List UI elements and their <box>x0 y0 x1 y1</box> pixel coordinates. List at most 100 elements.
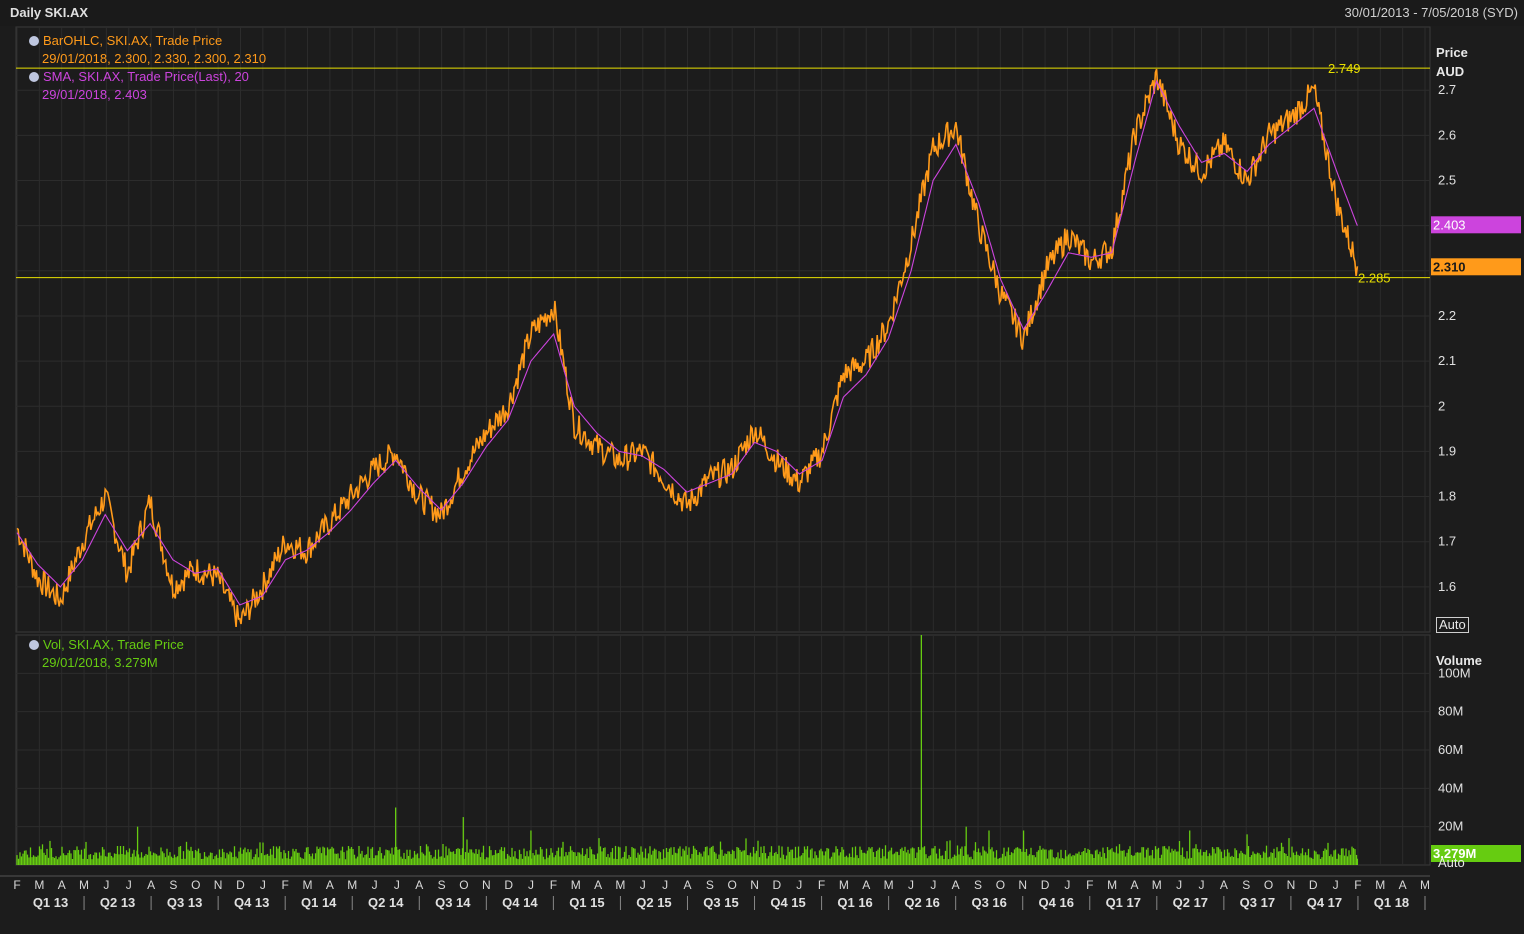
x-tick-month: J <box>662 878 668 892</box>
x-tick-month: F <box>1354 878 1361 892</box>
x-tick-month: F <box>550 878 557 892</box>
x-tick-quarter: Q1 15 <box>569 895 604 910</box>
x-tick-month: J <box>908 878 914 892</box>
price-tick-label: 1.8 <box>1438 489 1456 504</box>
price-tick-label: 2 <box>1438 398 1445 413</box>
x-tick-month: A <box>147 878 155 892</box>
x-tick-month: O <box>459 878 468 892</box>
volume-series-label: Vol, SKI.AX, Trade Price <box>43 637 184 652</box>
x-tick-month: S <box>169 878 177 892</box>
x-tick-month: M <box>615 878 625 892</box>
price-tick-label: 2.5 <box>1438 173 1456 188</box>
x-tick-quarter: Q3 17 <box>1240 895 1275 910</box>
x-tick-month: F <box>282 878 289 892</box>
x-tick-month: J <box>930 878 936 892</box>
x-tick-month: A <box>1399 878 1407 892</box>
x-tick-month: J <box>1333 878 1339 892</box>
x-tick-month: D <box>1041 878 1050 892</box>
x-tick-month: M <box>1420 878 1430 892</box>
x-tick-month: J <box>103 878 109 892</box>
price-series-line <box>16 68 1359 627</box>
x-tick-quarter: Q1 17 <box>1106 895 1141 910</box>
x-tick-quarter: Q3 15 <box>703 895 738 910</box>
volume-tick-label: 100M <box>1438 665 1471 680</box>
sma-last-value-box <box>1431 216 1521 234</box>
price-last-value-box <box>1431 258 1521 276</box>
legend-toggle-icon[interactable] <box>29 36 39 46</box>
sma-last-value: 2.403 <box>1433 217 1466 232</box>
x-tick-month: D <box>773 878 782 892</box>
x-tick-month: J <box>796 878 802 892</box>
volume-last-value-box <box>1431 845 1521 862</box>
x-tick-quarter: Q1 13 <box>33 895 68 910</box>
x-tick-quarter: Q4 15 <box>770 895 805 910</box>
chart-header: Daily SKI.AX 30/01/2013 - 7/05/2018 (SYD… <box>0 0 1524 26</box>
x-tick-month: M <box>1107 878 1117 892</box>
reference-line-label: 2.285 <box>1358 271 1391 286</box>
volume-last-value: 3.279M <box>1433 846 1476 861</box>
x-tick-month: J <box>394 878 400 892</box>
x-tick-month: M <box>1375 878 1385 892</box>
volume-auto-scale-button[interactable]: Auto <box>1438 855 1465 870</box>
volume-tick-label: 80M <box>1438 704 1463 719</box>
price-tick-label: 2.2 <box>1438 308 1456 323</box>
price-tick-label: 2.7 <box>1438 82 1456 97</box>
price-auto-scale-button[interactable]: Auto <box>1436 617 1469 633</box>
x-tick-month: J <box>260 878 266 892</box>
x-tick-month: M <box>1152 878 1162 892</box>
x-tick-quarter: Q2 14 <box>368 895 404 910</box>
x-tick-month: M <box>571 878 581 892</box>
x-tick-month: J <box>528 878 534 892</box>
x-tick-month: M <box>347 878 357 892</box>
x-tick-month: M <box>884 878 894 892</box>
x-tick-quarter: Q4 14 <box>502 895 538 910</box>
legend-toggle-icon[interactable] <box>29 72 39 82</box>
x-tick-month: A <box>1130 878 1138 892</box>
x-tick-month: A <box>58 878 66 892</box>
x-tick-month: A <box>415 878 423 892</box>
x-tick-quarter: Q1 14 <box>301 895 337 910</box>
price-panel <box>15 26 1431 633</box>
x-tick-month: N <box>1018 878 1027 892</box>
volume-series-values: 29/01/2018, 3.279M <box>42 655 158 670</box>
x-tick-month: S <box>438 878 446 892</box>
x-tick-quarter: Q2 13 <box>100 895 135 910</box>
x-tick-month: J <box>1199 878 1205 892</box>
price-axis-label: Price <box>1436 45 1468 60</box>
date-range: 30/01/2013 - 7/05/2018 (SYD) <box>1344 5 1518 20</box>
reference-line-label: 2.749 <box>1328 61 1361 76</box>
x-tick-month: O <box>728 878 737 892</box>
x-tick-month: D <box>1309 878 1318 892</box>
x-tick-month: O <box>1264 878 1273 892</box>
x-tick-month: D <box>504 878 513 892</box>
x-tick-month: D <box>236 878 245 892</box>
x-tick-month: A <box>594 878 602 892</box>
x-tick-quarter: Q2 17 <box>1173 895 1208 910</box>
x-tick-month: A <box>952 878 960 892</box>
x-tick-month: F <box>818 878 825 892</box>
x-tick-month: N <box>1287 878 1296 892</box>
x-tick-month: F <box>13 878 20 892</box>
x-tick-month: J <box>1176 878 1182 892</box>
legend-toggle-icon[interactable] <box>29 640 39 650</box>
volume-axis-label: Volume <box>1436 653 1482 668</box>
x-tick-month: O <box>191 878 200 892</box>
x-tick-month: J <box>372 878 378 892</box>
volume-legend: Vol, SKI.AX, Trade Price 29/01/2018, 3.2… <box>29 636 184 672</box>
price-series-values: 29/01/2018, 2.300, 2.330, 2.300, 2.310 <box>42 51 267 66</box>
x-tick-month: A <box>326 878 334 892</box>
x-tick-quarter: Q1 16 <box>837 895 872 910</box>
x-tick-quarter: Q4 17 <box>1307 895 1342 910</box>
x-tick-month: M <box>303 878 313 892</box>
x-tick-quarter: Q2 16 <box>904 895 939 910</box>
x-tick-month: F <box>1086 878 1093 892</box>
x-tick-month: A <box>1220 878 1228 892</box>
x-tick-month: A <box>862 878 870 892</box>
x-tick-month: J <box>126 878 132 892</box>
x-tick-quarter: Q2 15 <box>636 895 671 910</box>
x-tick-month: M <box>839 878 849 892</box>
price-tick-label: 1.9 <box>1438 443 1456 458</box>
x-tick-month: O <box>996 878 1005 892</box>
chart-title: Daily SKI.AX <box>10 5 89 20</box>
